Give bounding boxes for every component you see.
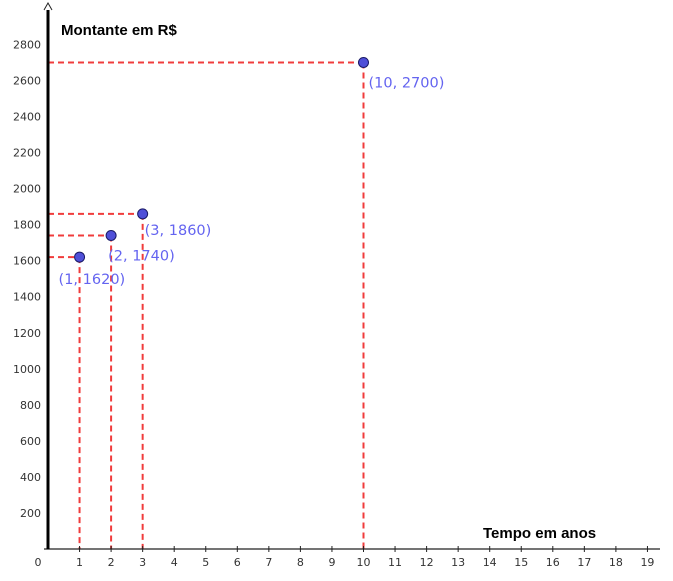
x-tick-label: 9 (328, 556, 335, 569)
y-tick-label: 2400 (13, 111, 41, 124)
x-tick-label: 13 (451, 556, 465, 569)
x-tick-label: 10 (357, 556, 371, 569)
x-tick-label: 18 (609, 556, 623, 569)
x-tick-labels: 0 1 2 3 4 5 6 7 8 9 10 11 12 13 14 15 16 17 18 19 (35, 546, 654, 569)
x-tick-label: 15 (514, 556, 528, 569)
data-points (74, 56, 369, 263)
data-point (105, 229, 117, 241)
guide-lines (48, 61, 365, 549)
x-tick-label: 6 (234, 556, 241, 569)
y-tick-label: 2800 (13, 38, 41, 51)
data-point (358, 56, 369, 68)
x-tick-label: 4 (171, 556, 178, 569)
y-tick-label: 400 (20, 471, 41, 484)
x-tick-label: 1 (76, 556, 83, 569)
x-tick-label: 8 (297, 556, 304, 569)
x-tick-label: 2 (108, 556, 115, 569)
y-tick-label: 2600 (13, 74, 41, 87)
y-tick-label: 1600 (13, 255, 41, 268)
axes (43, 1, 660, 550)
x-tick-label: 19 (640, 556, 654, 569)
y-tick-label: 1400 (13, 291, 41, 304)
y-tick-label: 2200 (13, 147, 41, 160)
y-axis-title: Montante em R$ (61, 22, 178, 39)
x-tick-label: 17 (577, 556, 591, 569)
point-label: (1, 1620) (59, 272, 126, 288)
x-tick-label: 12 (420, 556, 434, 569)
y-axis-arrow-icon (43, 1, 53, 11)
point-labels: (1, 1620) (2, 1740) (3, 1860) (10, 2700) (59, 75, 445, 288)
x-tick-label: 5 (202, 556, 209, 569)
x-tick-label: 14 (483, 556, 497, 569)
y-tick-label: 200 (20, 507, 41, 520)
y-tick-label: 1000 (13, 363, 41, 376)
x-axis-title: Tempo em anos (483, 525, 596, 542)
x-tick-label: 7 (265, 556, 272, 569)
y-tick-labels: 200 400 600 800 1000 1200 1400 1600 1800 2000 2200… (13, 38, 41, 520)
data-point (137, 208, 149, 220)
y-tick-label: 2000 (13, 183, 41, 196)
y-tick-label: 1200 (13, 327, 41, 340)
point-label: (2, 1740) (108, 248, 175, 264)
point-label: (3, 1860) (145, 223, 212, 239)
x-tick-label: 11 (388, 556, 402, 569)
y-tick-label: 1800 (13, 219, 41, 232)
y-tick-label: 800 (20, 399, 41, 412)
y-tick-label: 600 (20, 435, 41, 448)
point-label: (10, 2700) (369, 75, 445, 91)
data-point (74, 251, 86, 263)
x-tick-label: 3 (139, 556, 146, 569)
x-tick-label: 0 (35, 556, 42, 569)
x-tick-label: 16 (546, 556, 560, 569)
